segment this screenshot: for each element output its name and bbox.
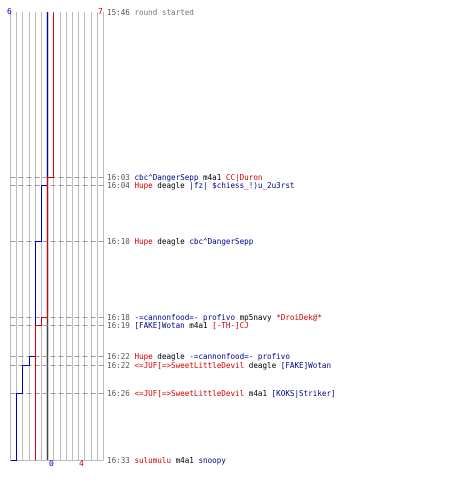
weapon-name: mp5navy [235,313,277,322]
kill-log-row: 16:19 [FAKE]Wotan m4a1 [-TH-]CJ [107,321,249,330]
player-name: -=cannonfood=- profivo [189,352,290,361]
kill-log-row: 16:33 sulumulu m4a1 snoopy [107,456,226,465]
player-name: *DroiDek@* [276,313,322,322]
event-time: 16:10 [107,237,135,246]
player-name: cbc^DangerSepp [134,173,199,182]
weapon-name: m4a1 [244,389,272,398]
weapon-name: m4a1 [184,321,213,330]
t-end-count: 4 [79,459,84,468]
t-start-count: 7 [98,7,103,16]
event-time: 15:46 [107,8,135,17]
weapon-name: m4a1 [171,456,199,465]
kill-log-row: 16:22 Hupe deagle -=cannonfood=- profivo [107,352,290,361]
player-name: Hupe [134,237,153,246]
player-name: Hupe [134,352,153,361]
player-name: <=JUF[=>SweetLittleDevil [134,361,245,370]
player-name: [FAKE]Wotan [280,361,332,370]
player-name: -=cannonfood=- profivo [134,313,236,322]
weapon-name: deagle [244,361,281,370]
player-name: [FAKE]Wotan [134,321,185,330]
player-name: <=JUF[=>SweetLittleDevil [134,389,245,398]
weapon-name: deagle [152,237,190,246]
kill-log-row: 16:03 cbc^DangerSepp m4a1 CC|Duron [107,173,262,182]
event-time: 16:33 [107,456,135,465]
player-name: sulumulu [134,456,172,465]
event-time: 16:03 [107,173,135,182]
round-start-row: 15:46 round started [107,8,194,17]
ct-end-count: 0 [49,459,54,468]
player-name: [KOKS|Striker] [271,389,336,398]
ct-start-count: 6 [7,7,12,16]
player-name: cbc^DangerSepp [189,237,254,246]
event-time: 16:26 [107,389,135,398]
weapon-name: deagle [152,181,190,190]
event-time: 16:22 [107,352,135,361]
kill-log-row: 16:04 Hupe deagle |fz| $chiess_!)u_2u3rs… [107,181,294,190]
kill-log-row: 16:10 Hupe deagle cbc^DangerSepp [107,237,253,246]
player-name: |fz| $chiess_!)u_2u3rst [189,181,295,190]
player-name: Hupe [134,181,153,190]
event-time: 16:22 [107,361,135,370]
player-name: snoopy [198,456,226,465]
event-text: round started [134,8,194,17]
player-name: [-TH-]CJ [212,321,249,330]
event-time: 16:18 [107,313,135,322]
event-time: 16:04 [107,181,135,190]
t-alive-line [35,12,54,461]
kill-log-row: 16:18 -=cannonfood=- profivo mp5navy *Dr… [107,313,322,322]
kill-log-row: 16:26 <=JUF[=>SweetLittleDevil m4a1 [KOK… [107,389,336,398]
weapon-name: deagle [152,352,190,361]
kill-log-row: 16:22 <=JUF[=>SweetLittleDevil deagle [F… [107,361,331,370]
player-name: CC|Duron [225,173,263,182]
event-time: 16:19 [107,321,135,330]
weapon-name: m4a1 [198,173,226,182]
